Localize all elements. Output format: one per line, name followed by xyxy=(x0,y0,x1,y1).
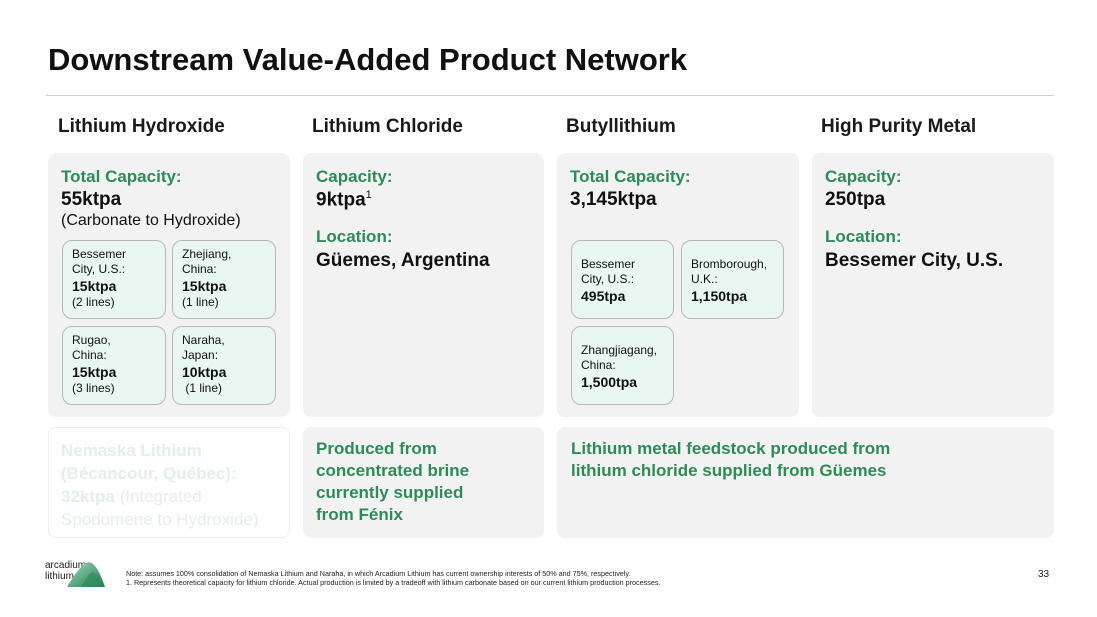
capacity-label: Capacity: xyxy=(316,167,393,186)
metal-feedstock-line: lithium chloride supplied from Güemes xyxy=(571,461,887,480)
total-capacity-value: 55ktpa xyxy=(61,189,122,210)
location-value: Bessemer City, U.S. xyxy=(825,250,1004,271)
site-location-2: U.K.: xyxy=(691,272,718,286)
site-location: Bromborough, xyxy=(691,257,768,271)
site-card-zhejiang: Zhejiang, China: 15ktpa (1 line) xyxy=(172,240,276,319)
high-purity-metal-panel: Capacity: 250tpa Location: Bessemer City… xyxy=(812,153,1054,417)
nemaska-description-2: Spodumene to Hydroxide) xyxy=(61,510,259,529)
site-capacity: 15ktpa xyxy=(72,364,117,380)
site-card-bessemer: Bessemer City, U.S.: 15ktpa (2 lines) xyxy=(62,240,166,319)
site-location: Zhejiang, xyxy=(182,247,232,261)
site-capacity: 10ktpa xyxy=(182,364,227,380)
site-location: Rugao, xyxy=(72,333,111,347)
chloride-source-line: Produced from xyxy=(316,439,437,458)
logo-line: arcadium xyxy=(45,560,87,571)
logo-line: lithium xyxy=(45,571,74,582)
heading-lithium-hydroxide: Lithium Hydroxide xyxy=(58,116,225,137)
heading-butyllithium: Butyllithium xyxy=(566,116,676,137)
capacity-value: 9ktpa xyxy=(316,189,366,211)
site-location-2: City, U.S.: xyxy=(72,262,126,276)
footnotes: Note: assumes 100% consolidation of Nema… xyxy=(126,569,660,587)
site-card-bessemer: Bessemer City, U.S.: 495tpa xyxy=(571,240,674,319)
site-capacity: 15ktpa xyxy=(182,278,227,294)
footnote-line: Note: assumes 100% consolidation of Nema… xyxy=(126,569,631,578)
site-card-naraha: Naraha, Japan: 10ktpa (1 line) xyxy=(172,326,276,405)
lithium-chloride-panel: Capacity: 9ktpa1 Location: Güemes, Argen… xyxy=(303,153,544,417)
arcadium-lithium-logo: arcadium lithium xyxy=(45,560,107,588)
logo-mark-icon xyxy=(67,562,105,587)
nemaska-lithium-box: Nemaska Lithium (Bécancour, Québec): 32k… xyxy=(48,427,290,538)
site-location: Bessemer xyxy=(581,257,636,271)
nemaska-description: (Integrated xyxy=(114,487,202,506)
site-card-zhangjiagang: Zhangjiagang, China: 1,500tpa xyxy=(571,326,674,405)
chloride-source-line: from Fénix xyxy=(316,505,403,524)
lithium-hydroxide-panel: Total Capacity: 55ktpa (Carbonate to Hyd… xyxy=(48,153,290,417)
metal-feedstock-text: Lithium metal feedstock produced from li… xyxy=(571,438,890,482)
site-lines: (1 line) xyxy=(182,381,223,395)
site-capacity: 1,500tpa xyxy=(581,374,638,390)
page-number: 33 xyxy=(1038,569,1050,580)
site-lines: (1 line) xyxy=(182,295,219,309)
site-location-2: City, U.S.: xyxy=(581,272,635,286)
site-card-rugao: Rugao, China: 15ktpa (3 lines) xyxy=(62,326,166,405)
location-value: Güemes, Argentina xyxy=(316,250,490,271)
nemaska-capacity: 32ktpa xyxy=(61,487,115,506)
logo-wordmark: arcadium lithium xyxy=(45,560,86,582)
heading-lithium-chloride: Lithium Chloride xyxy=(312,116,463,137)
lithium-chloride-footer-panel: Produced from concentrated brine current… xyxy=(303,427,544,538)
site-location-2: China: xyxy=(581,358,616,372)
page-title: Downstream Value-Added Product Network xyxy=(48,42,688,77)
site-location-2: China: xyxy=(72,348,107,362)
site-capacity: 15ktpa xyxy=(72,278,117,294)
location-label: Location: xyxy=(825,227,902,246)
site-location: Bessemer xyxy=(72,247,127,261)
footnote-marker: 1 xyxy=(365,189,372,201)
capacity-label: Capacity: xyxy=(825,167,902,186)
metal-feedstock-panel: Lithium metal feedstock produced from li… xyxy=(557,427,1054,538)
capacity-value-wrap: 9ktpa1 xyxy=(316,189,372,211)
site-location-2: China: xyxy=(182,262,217,276)
location-label: Location: xyxy=(316,227,393,246)
chloride-source-line: concentrated brine xyxy=(316,461,470,480)
butyllithium-panel: Total Capacity: 3,145ktpa Bessemer City,… xyxy=(557,153,799,417)
heading-high-purity-metal: High Purity Metal xyxy=(821,116,977,137)
site-lines: (2 lines) xyxy=(72,295,115,309)
total-capacity-value: 3,145ktpa xyxy=(570,189,657,210)
site-location: Zhangjiagang, xyxy=(581,343,658,357)
site-capacity: 1,150tpa xyxy=(691,288,748,304)
site-card-bromborough: Bromborough, U.K.: 1,150tpa xyxy=(681,240,784,319)
site-capacity: 495tpa xyxy=(581,288,626,304)
metal-feedstock-line: Lithium metal feedstock produced from xyxy=(571,439,891,458)
total-capacity-label: Total Capacity: xyxy=(570,167,691,186)
chloride-source-line: currently supplied xyxy=(316,483,464,502)
site-location: Naraha, xyxy=(182,333,225,347)
chloride-source-text: Produced from concentrated brine current… xyxy=(316,438,469,526)
footnote-line: 1. Represents theoretical capacity for l… xyxy=(126,578,661,587)
site-location-2: Japan: xyxy=(182,348,219,362)
total-capacity-label: Total Capacity: xyxy=(61,167,182,186)
nemaska-name: Nemaska Lithium xyxy=(61,441,202,460)
capacity-value: 250tpa xyxy=(825,189,886,210)
site-lines: (3 lines) xyxy=(72,381,115,395)
capacity-note: (Carbonate to Hydroxide) xyxy=(61,212,241,229)
nemaska-location: (Bécancour, Québec): xyxy=(61,464,237,483)
title-divider xyxy=(46,95,1054,96)
